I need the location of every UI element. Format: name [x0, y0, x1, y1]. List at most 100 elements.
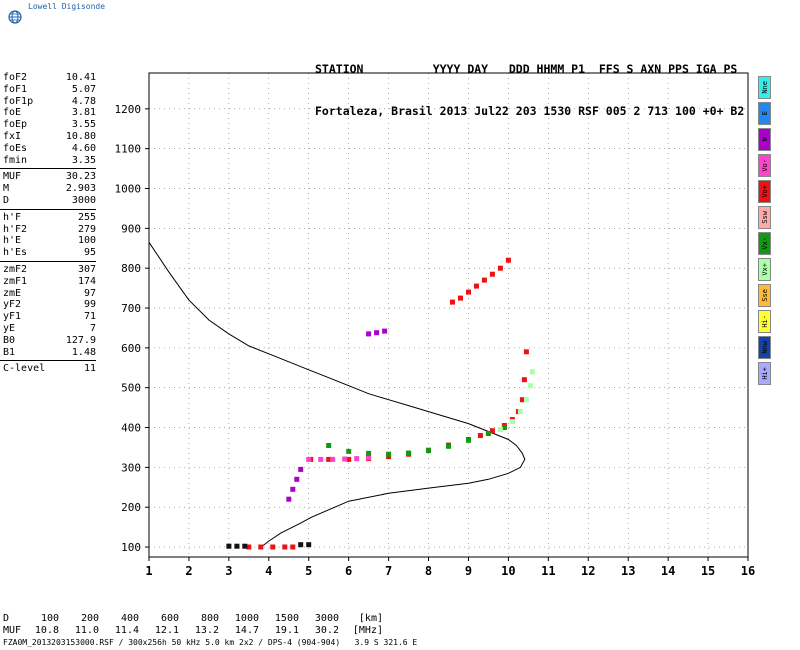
echo-point — [466, 289, 471, 295]
x-tick-label: 1 — [145, 564, 152, 578]
muf-table-cell: 600 — [160, 613, 179, 624]
echo-point — [234, 543, 240, 549]
echo-point — [282, 544, 288, 550]
echo-point — [521, 377, 527, 383]
plot-frame — [148, 72, 749, 558]
y-tick-label: 1000 — [115, 183, 142, 196]
legend-label: W — [760, 137, 769, 142]
param-value: 3.55 — [71, 119, 96, 131]
param-row: foEp 3.55 — [0, 119, 100, 131]
muf-table-cell: 10.8 — [34, 625, 59, 636]
legend-label: Hi- — [760, 315, 769, 328]
x-tick-label: 9 — [465, 564, 472, 578]
param-label: h'Es — [3, 247, 28, 259]
echo-point — [509, 419, 515, 425]
echo-point — [354, 456, 360, 462]
param-row: MUF 30.23 — [0, 171, 100, 183]
param-value: 3000 — [71, 194, 96, 206]
y-tick-label: 200 — [121, 501, 141, 514]
param-value: 11 — [83, 363, 96, 375]
param-row: B0 127.9 — [0, 335, 100, 347]
echo-point — [290, 486, 296, 492]
param-row: h'Es 95 — [0, 247, 100, 259]
param-value: 10.41 — [65, 72, 96, 83]
echo-point — [477, 433, 483, 438]
echo-point — [270, 544, 276, 550]
param-value: 4.78 — [71, 95, 96, 107]
param-value: 97 — [83, 287, 96, 299]
muf-table-cell: 12.1 — [154, 625, 179, 636]
echo-point — [450, 299, 455, 305]
param-value: 279 — [77, 223, 96, 235]
param-row: zmF1 174 — [0, 276, 100, 288]
muf-table-cell: [km] — [358, 613, 383, 624]
param-label: foF2 — [3, 72, 28, 83]
echo-point — [286, 496, 292, 502]
x-tick-label: 8 — [425, 564, 432, 578]
muf-table-cell: 14.7 — [234, 625, 259, 636]
x-tick-label: 16 — [741, 564, 755, 578]
param-row: yF2 99 — [0, 299, 100, 311]
param-row: M 2.903 — [0, 183, 100, 195]
param-row: zmF2 307 — [0, 264, 100, 276]
muf-table-cell: 400 — [120, 613, 139, 624]
muf-table-cell: 13.2 — [194, 625, 219, 636]
y-tick-label: 400 — [121, 422, 141, 435]
echo-point — [306, 542, 312, 548]
param-row: B1 1.48 — [0, 347, 100, 359]
echo-point — [366, 331, 372, 337]
param-row: zmE 97 — [0, 288, 100, 300]
param-value: 99 — [83, 299, 96, 311]
legend-item: Hi- — [758, 310, 771, 333]
y-tick-label: 100 — [121, 541, 141, 554]
echo-point — [366, 455, 372, 461]
echo-point — [505, 257, 511, 263]
param-value: 307 — [77, 263, 96, 275]
param-row: yE 7 — [0, 323, 100, 335]
echo-point — [519, 397, 525, 403]
muf-table-cell: 3000 — [314, 613, 339, 624]
muf-table-cell: 1500 — [274, 613, 299, 624]
echo-point — [342, 456, 348, 462]
param-value: 5.07 — [71, 83, 96, 95]
echo-point — [529, 369, 535, 375]
param-label: zmE — [3, 287, 22, 299]
echo-point — [246, 544, 252, 550]
echo-point — [497, 265, 503, 271]
legend-label: E — [760, 111, 769, 116]
param-value: 1.48 — [71, 346, 96, 358]
param-row: C-level 11 — [0, 363, 100, 375]
muf-table: D 100 200 400 600 800 1000 1500 3000 [km] MUF 10.8 1… — [3, 613, 383, 637]
x-tick-label: 6 — [345, 564, 352, 578]
param-label: foF1p — [3, 95, 34, 107]
muf-table-cell: [MHz] — [352, 625, 383, 636]
param-row: foF1 5.07 — [0, 84, 100, 96]
legend-item: Nnw — [758, 336, 771, 359]
profile-curve — [148, 242, 526, 548]
x-tick-label: 3 — [225, 564, 232, 578]
header-line-2: Fortaleza, Brasil 2013 Jul22 203 1530 RS… — [315, 104, 745, 118]
y-tick-label: 500 — [121, 382, 141, 395]
param-label: yF1 — [3, 311, 22, 323]
echo-point — [523, 397, 529, 403]
legend-label: Nne — [760, 81, 769, 94]
muf-table-cell: 19.1 — [274, 625, 299, 636]
echo-point — [326, 443, 332, 448]
x-tick-label: 15 — [701, 564, 715, 578]
muf-table-cell: 11.0 — [74, 625, 99, 636]
x-tick-label: 10 — [501, 564, 515, 578]
param-row: h'F2 279 — [0, 224, 100, 236]
echo-point — [497, 427, 503, 432]
param-value: 100 — [77, 235, 96, 247]
echo-point — [446, 443, 451, 449]
echo-point — [366, 450, 372, 456]
muf-table-cell: 800 — [200, 613, 219, 624]
legend-item: Hi+ — [758, 362, 771, 385]
param-label: h'F2 — [3, 223, 28, 235]
echo-point — [294, 476, 300, 482]
file-footer: FZA0M_2013203153000.RSF / 300x256h 50 kH… — [3, 638, 418, 647]
muf-table-cell: D — [3, 613, 10, 624]
legend-label: Vx+ — [760, 263, 769, 276]
legend-label: Vx- — [760, 237, 769, 250]
